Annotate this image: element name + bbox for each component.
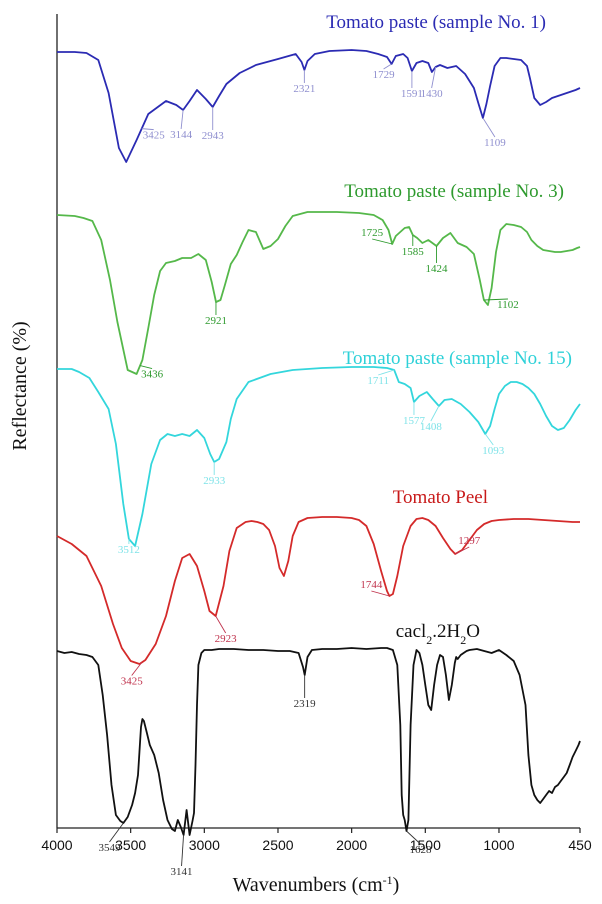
- x-axis-label: Wavenumbers (cm-1): [233, 873, 400, 896]
- peak-leader-line: [215, 615, 227, 634]
- series-name-label: Tomato paste (sample No. 3): [344, 181, 564, 202]
- x-tick-label: 2500: [262, 837, 293, 853]
- peak-leader-line: [483, 298, 508, 301]
- peak-leader-line: [484, 433, 494, 446]
- series-2: Tomato paste (sample No. 3) 3436 2921 1725 1…: [56, 181, 581, 381]
- peak-leader-line: [139, 365, 153, 370]
- peak-label: 1744: [360, 579, 383, 591]
- peak-label: 2921: [205, 315, 227, 327]
- peak-label: 1725: [361, 227, 384, 239]
- peak-label: 2321: [293, 83, 315, 95]
- peak-label: 3425: [121, 676, 144, 688]
- peak-leader-line: [431, 66, 437, 89]
- peak-label: 3549: [98, 842, 121, 854]
- peak-leader-line: [383, 63, 392, 70]
- peak-leader-line: [455, 546, 470, 555]
- peak-label: 1430: [421, 88, 444, 100]
- peak-leader-line: [109, 822, 124, 843]
- series-line: [57, 366, 581, 547]
- peak-leader-line: [406, 830, 421, 845]
- series-name-label: Tomato paste (sample No. 15): [343, 348, 572, 369]
- axes: 4000 3500 3000 2500 2000 1500 1000 450: [41, 14, 592, 853]
- peak-label: 3512: [118, 544, 140, 556]
- series-line: [56, 211, 581, 375]
- series-line: [56, 647, 581, 836]
- peak-label: 3141: [171, 866, 193, 878]
- series-name-label: Tomato Peel: [393, 487, 488, 508]
- peak-label: 1591: [401, 88, 423, 100]
- series-1: Tomato paste (sample No. 1) 3425 3144 2943 2…: [57, 12, 581, 163]
- x-axis-label-main: Wavenumbers (cm: [233, 874, 383, 896]
- series-4: Tomato Peel 3425 2923 1744 1297: [56, 487, 580, 688]
- x-ticks: 4000 3500 3000 2500 2000 1500 1000 450: [41, 828, 592, 853]
- x-tick-label: 450: [568, 837, 592, 853]
- y-axis-label: Reflectance (%): [9, 321, 31, 450]
- peak-label: 1424: [426, 263, 449, 275]
- peak-label: 1585: [402, 246, 425, 258]
- peak-label: 1297: [458, 535, 481, 547]
- peak-label: 1711: [367, 375, 389, 387]
- peak-label: 2933: [203, 475, 226, 487]
- x-tick-label: 1000: [483, 837, 514, 853]
- peak-label: 1577: [403, 415, 426, 427]
- x-tick-label: 4000: [41, 837, 72, 853]
- peak-leader-line: [131, 662, 143, 676]
- series-line: [57, 49, 581, 163]
- series-5: cacl2.2H2O 3549 3141 2319 1628: [56, 621, 581, 878]
- peak-leader-line: [482, 117, 496, 138]
- peak-leader-line: [180, 109, 184, 130]
- peak-label: 1729: [373, 69, 396, 81]
- peak-label: 1093: [482, 445, 505, 457]
- peak-leader-line: [372, 238, 393, 245]
- peak-label: 1628: [409, 844, 432, 856]
- series-name-label: Tomato paste (sample No. 1): [326, 12, 546, 33]
- peak-label: 1102: [497, 299, 519, 311]
- x-tick-label: 3500: [115, 837, 146, 853]
- x-axis-label-sup: -1: [383, 873, 393, 887]
- peak-label: 1109: [484, 137, 506, 149]
- peak-leader-line: [141, 128, 154, 131]
- series-name-label: cacl2.2H2O: [396, 621, 480, 647]
- series-line: [56, 516, 580, 665]
- peak-label: 3425: [143, 130, 166, 142]
- peak-leader-line: [181, 834, 185, 867]
- x-tick-label: 2000: [336, 837, 367, 853]
- peak-leader-line: [371, 590, 390, 597]
- series-3: Tomato paste (sample No. 15) 3512 2933 1711…: [57, 348, 581, 556]
- peak-label: 3436: [141, 369, 164, 381]
- peak-leader-line: [378, 369, 395, 376]
- peak-label: 2923: [215, 633, 238, 645]
- peak-label: 1408: [420, 421, 443, 433]
- peak-label: 2319: [294, 698, 317, 710]
- peak-leader-line: [430, 405, 440, 422]
- peak-label: 3144: [170, 129, 193, 141]
- peak-label: 2943: [202, 130, 225, 142]
- x-axis-label-end: ): [393, 874, 400, 896]
- series-layer: Tomato paste (sample No. 1) 3425 3144 2943 2…: [56, 12, 581, 878]
- x-tick-label: 3000: [189, 837, 220, 853]
